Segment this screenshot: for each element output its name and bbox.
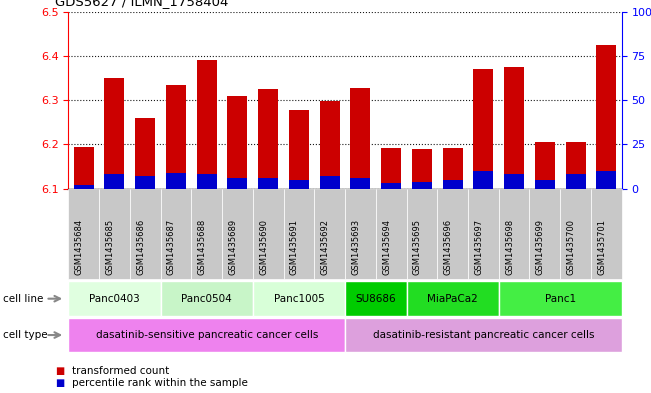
- Bar: [258, 178, 278, 189]
- Bar: [258, 89, 278, 189]
- Text: GSM1435698: GSM1435698: [505, 219, 514, 275]
- FancyBboxPatch shape: [345, 189, 376, 279]
- Text: GSM1435697: GSM1435697: [475, 219, 483, 275]
- FancyBboxPatch shape: [529, 189, 561, 279]
- Text: GSM1435684: GSM1435684: [75, 219, 84, 275]
- Bar: [227, 178, 247, 189]
- Bar: [504, 174, 524, 189]
- Text: Panc0403: Panc0403: [89, 294, 140, 304]
- Bar: [473, 69, 493, 189]
- Text: dasatinib-resistant pancreatic cancer cells: dasatinib-resistant pancreatic cancer ce…: [372, 330, 594, 340]
- Text: GSM1435685: GSM1435685: [105, 219, 115, 275]
- Bar: [104, 78, 124, 189]
- FancyBboxPatch shape: [161, 189, 191, 279]
- Bar: [381, 183, 401, 189]
- Text: GSM1435696: GSM1435696: [443, 219, 452, 275]
- Bar: [504, 67, 524, 189]
- Bar: [535, 142, 555, 189]
- Bar: [350, 178, 370, 189]
- Bar: [68, 281, 161, 316]
- Bar: [135, 118, 155, 189]
- Bar: [566, 142, 586, 189]
- Bar: [197, 174, 217, 189]
- Text: GSM1435693: GSM1435693: [352, 219, 361, 275]
- FancyBboxPatch shape: [253, 189, 284, 279]
- FancyBboxPatch shape: [99, 189, 130, 279]
- FancyBboxPatch shape: [591, 189, 622, 279]
- Bar: [166, 85, 186, 189]
- FancyBboxPatch shape: [68, 189, 99, 279]
- Text: GSM1435687: GSM1435687: [167, 219, 176, 275]
- Text: GSM1435689: GSM1435689: [229, 219, 238, 275]
- Text: GSM1435700: GSM1435700: [566, 219, 575, 275]
- Bar: [161, 281, 253, 316]
- FancyBboxPatch shape: [314, 189, 345, 279]
- Text: GSM1435692: GSM1435692: [321, 219, 329, 275]
- Text: transformed count: transformed count: [72, 366, 169, 376]
- Bar: [443, 148, 463, 189]
- Bar: [596, 171, 616, 189]
- Text: GDS5627 / ILMN_1758404: GDS5627 / ILMN_1758404: [55, 0, 229, 8]
- Text: GSM1435701: GSM1435701: [598, 219, 606, 275]
- Text: GSM1435694: GSM1435694: [382, 219, 391, 275]
- Bar: [320, 101, 340, 189]
- Text: MiaPaCa2: MiaPaCa2: [427, 294, 478, 304]
- Bar: [473, 171, 493, 189]
- Bar: [406, 281, 499, 316]
- FancyBboxPatch shape: [191, 189, 222, 279]
- Text: GSM1435691: GSM1435691: [290, 219, 299, 275]
- Bar: [350, 88, 370, 189]
- Text: cell type: cell type: [3, 330, 48, 340]
- Bar: [566, 174, 586, 189]
- Bar: [197, 61, 217, 189]
- Text: GSM1435688: GSM1435688: [198, 219, 207, 275]
- Text: cell line: cell line: [3, 294, 44, 304]
- FancyBboxPatch shape: [406, 189, 437, 279]
- Bar: [104, 174, 124, 189]
- Text: GSM1435699: GSM1435699: [536, 219, 545, 275]
- Bar: [381, 148, 401, 189]
- FancyBboxPatch shape: [468, 189, 499, 279]
- FancyBboxPatch shape: [222, 189, 253, 279]
- Bar: [345, 281, 406, 316]
- Bar: [227, 96, 247, 189]
- Text: GSM1435686: GSM1435686: [136, 219, 145, 275]
- Bar: [289, 110, 309, 189]
- FancyBboxPatch shape: [376, 189, 406, 279]
- Bar: [68, 318, 345, 352]
- FancyBboxPatch shape: [284, 189, 314, 279]
- Bar: [412, 182, 432, 189]
- Bar: [320, 176, 340, 189]
- FancyBboxPatch shape: [499, 189, 529, 279]
- FancyBboxPatch shape: [561, 189, 591, 279]
- FancyBboxPatch shape: [437, 189, 468, 279]
- Text: GSM1435690: GSM1435690: [259, 219, 268, 275]
- Bar: [253, 281, 345, 316]
- Bar: [289, 180, 309, 189]
- Bar: [535, 180, 555, 189]
- Bar: [499, 281, 622, 316]
- Text: ■: ■: [55, 366, 64, 376]
- Bar: [345, 318, 622, 352]
- Bar: [166, 173, 186, 189]
- Text: percentile rank within the sample: percentile rank within the sample: [72, 378, 247, 388]
- Bar: [596, 45, 616, 189]
- Text: Panc0504: Panc0504: [182, 294, 232, 304]
- Text: SU8686: SU8686: [355, 294, 396, 304]
- Bar: [135, 176, 155, 189]
- Text: dasatinib-sensitive pancreatic cancer cells: dasatinib-sensitive pancreatic cancer ce…: [96, 330, 318, 340]
- Bar: [443, 180, 463, 189]
- FancyBboxPatch shape: [130, 189, 161, 279]
- Text: Panc1: Panc1: [545, 294, 575, 304]
- Bar: [412, 149, 432, 189]
- Bar: [74, 185, 94, 189]
- Bar: [74, 147, 94, 189]
- Text: ■: ■: [55, 378, 64, 388]
- Text: Panc1005: Panc1005: [273, 294, 324, 304]
- Text: GSM1435695: GSM1435695: [413, 219, 422, 275]
